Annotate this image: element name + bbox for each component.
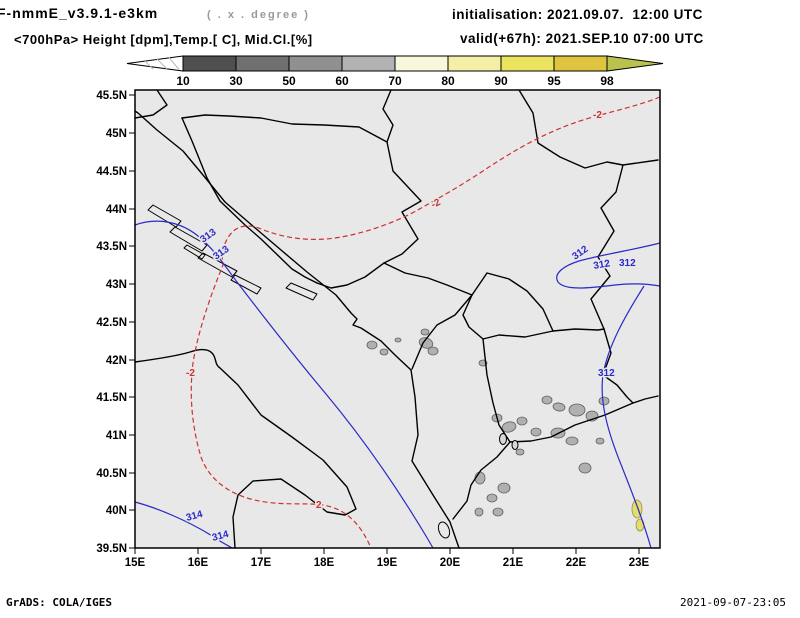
height-contour-313 [134,220,434,549]
colorbar-tick-label: 98 [600,74,614,88]
temperature-contours [190,96,661,549]
lat-tick-label: 44N [106,204,127,216]
border-slovenia-croatia [134,89,168,119]
lat-tick-label: 41.5N [96,392,127,404]
lat-tick-label: 41N [106,430,127,442]
border-bulgaria-greece [632,395,659,404]
colorbar-segment [500,55,555,72]
border-macedonia-greece [509,402,634,443]
colorbar-segment [235,55,290,72]
lon-axis: 15E 16E 17E 18E 19E 20E 21E 22E 23E [125,548,650,569]
colorbar-tick-label: 95 [547,74,561,88]
border-montenegro-albania [411,294,473,370]
lat-tick-label: 45.5N [96,90,127,102]
height-contour-label: 312 [619,258,636,269]
colorbar-tick-label: 90 [494,74,508,88]
map-plot: 313 313 312 312 312 312 314 314 -2 -2 -2… [96,89,661,569]
colorbar-tick-label: 30 [229,74,243,88]
colorbar-segment [341,55,396,72]
border-kosovo-macedonia [482,330,554,340]
lon-tick-label: 23E [629,557,650,569]
map-frame [134,89,661,549]
lat-tick-label: 40.5N [96,468,127,480]
grads-stamp: GrADS: COLA/IGES [6,596,112,609]
border-croatia-serbia [382,89,394,143]
border-serbia-macedonia [552,328,605,332]
colorbar-segment [288,55,343,72]
temp-contour-label: 2 [316,500,322,511]
border-bosnia-north [181,114,388,143]
hatch-line [168,57,180,70]
field-title: <700hPa> Height [dpm],Temp.[ C], Mid.Cl.… [14,32,313,47]
valid-time-label: valid(+67h): 2021.SEP.10 07:00 UTC [460,31,704,46]
lat-tick-label: 43N [106,279,127,291]
border-bosnia-serbia [383,141,422,264]
border-serbia-romania [518,89,659,169]
coastlines-and-borders [134,89,659,549]
colorbar-tick-label: 70 [388,74,402,88]
temp-contour-label: -2 [593,110,602,121]
hatch-line [144,60,154,70]
lon-tick-label: 17E [251,557,272,569]
lat-tick-label: 43.5N [96,241,127,253]
colorbar-segment [182,55,237,72]
lon-tick-label: 21E [503,557,524,569]
lon-tick-label: 16E [188,557,209,569]
colorbar-scale: 10 30 50 60 70 80 90 95 98 [126,55,664,88]
colorbar-segment [394,55,449,72]
border-kosovo-albania [462,294,484,340]
height-contour-312-south [601,285,652,549]
border-kosovo-serbia [471,272,554,332]
lon-tick-label: 18E [314,557,335,569]
border-montenegro-serbia [383,262,473,296]
height-contours [134,220,661,549]
height-contour-312-loop [556,242,661,289]
lon-tick-label: 22E [566,557,587,569]
hatch-line [156,58,168,70]
model-title: F-nmmE_v3.9.1-e3km [0,5,159,21]
italy-coastline [134,348,357,549]
border-bosnia-montenegro [316,262,385,289]
colorbar-tick-label: 80 [441,74,455,88]
height-contour-label: 312 [593,258,612,272]
croatian-islands [147,204,451,539]
lat-tick-label: 40N [106,505,127,517]
lat-tick-label: 39.5N [96,543,127,555]
lat-tick-label: 45N [106,128,127,140]
lat-tick-label: 44.5N [96,166,127,178]
init-time-label: initialisation: 2021.09.07. 12:00 UTC [452,7,703,22]
border-serbia-bulgaria [590,164,624,330]
adriatic-coastline [134,110,460,549]
temp-contour-label: -2 [186,368,195,379]
height-contour-314 [134,501,233,549]
height-contour-label: 312 [598,368,615,379]
colorbar-tick-label: 60 [335,74,349,88]
border-bosnia-west [181,117,318,284]
lon-tick-label: 20E [440,557,461,569]
creation-timestamp: 2021-09-07-23:05 [680,596,786,609]
map-background [135,90,660,548]
colorbar-segment [553,55,608,72]
colorbar-segment [447,55,502,72]
lakes [499,433,519,450]
colorbar-tick-label: 50 [282,74,296,88]
border-albania-greece [452,441,511,520]
lon-tick-label: 15E [125,557,146,569]
border-macedonia-albania [482,338,511,443]
lat-axis: 45.5N 45N 44.5N 44N 43.5N 43N 42.5N 42N … [96,90,135,555]
lat-tick-label: 42.5N [96,317,127,329]
lat-tick-label: 42N [106,355,127,367]
colorbar-tick-label: 10 [176,74,190,88]
lon-tick-label: 19E [377,557,398,569]
model-subtitle: ( . x . degree ) [207,9,310,21]
cloud-cover-colorbar: 10 30 50 60 70 80 90 95 98 [126,55,664,88]
colorbar-right-arrow [606,55,664,72]
temp-contour-line [190,96,661,549]
